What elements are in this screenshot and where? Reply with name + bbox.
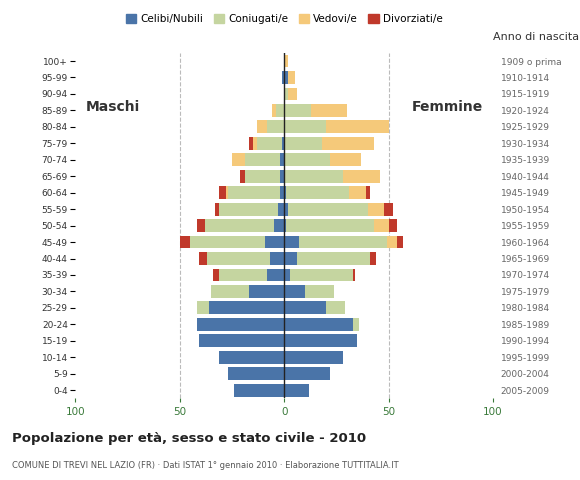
Bar (228, 367, 284, 380)
Bar (274, 219, 284, 232)
Bar (280, 153, 284, 166)
Bar (276, 104, 284, 117)
Bar (284, 104, 311, 117)
Bar (284, 137, 322, 150)
Bar (232, 153, 245, 166)
Bar (267, 120, 284, 133)
Bar (343, 170, 380, 183)
Bar (288, 87, 297, 100)
Bar (284, 219, 287, 232)
Bar (245, 170, 280, 183)
Bar (249, 137, 253, 150)
Bar (219, 203, 278, 216)
Bar (209, 301, 284, 314)
Bar (245, 153, 280, 166)
Bar (284, 335, 357, 347)
Bar (234, 384, 284, 396)
Bar (198, 335, 284, 347)
Bar (207, 252, 270, 265)
Bar (271, 104, 276, 117)
Bar (287, 219, 374, 232)
Bar (385, 203, 393, 216)
Bar (291, 268, 353, 281)
Bar (284, 285, 305, 298)
Bar (226, 186, 228, 199)
Bar (370, 252, 376, 265)
Bar (219, 186, 226, 199)
Bar (326, 301, 345, 314)
Bar (197, 301, 209, 314)
Bar (368, 203, 385, 216)
Bar (386, 236, 397, 249)
Bar (190, 236, 266, 249)
Bar (287, 186, 349, 199)
Text: Maschi: Maschi (86, 100, 140, 114)
Bar (253, 137, 257, 150)
Bar (374, 219, 389, 232)
Bar (284, 87, 288, 100)
Bar (284, 351, 343, 364)
Bar (219, 351, 284, 364)
Bar (240, 170, 245, 183)
Bar (311, 104, 347, 117)
Bar (284, 252, 297, 265)
Bar (270, 252, 284, 265)
Bar (267, 268, 284, 281)
Bar (228, 186, 280, 199)
Legend: Celibi/Nubili, Coniugati/e, Vedovi/e, Divorziati/e: Celibi/Nubili, Coniugati/e, Vedovi/e, Di… (122, 10, 447, 28)
Bar (326, 120, 389, 133)
Bar (284, 236, 299, 249)
Bar (280, 186, 284, 199)
Bar (284, 186, 287, 199)
Text: Popolazione per età, sesso e stato civile - 2010: Popolazione per età, sesso e stato civil… (12, 432, 366, 445)
Bar (213, 268, 219, 281)
Bar (322, 137, 374, 150)
Bar (180, 236, 190, 249)
Text: COMUNE DI TREVI NEL LAZIO (FR) · Dati ISTAT 1° gennaio 2010 · Elaborazione TUTTI: COMUNE DI TREVI NEL LAZIO (FR) · Dati IS… (12, 461, 398, 470)
Bar (288, 203, 368, 216)
Bar (284, 203, 288, 216)
Bar (197, 318, 284, 331)
Bar (389, 219, 397, 232)
Bar (349, 186, 365, 199)
Bar (198, 252, 207, 265)
Bar (284, 384, 309, 396)
Bar (257, 137, 282, 150)
Bar (266, 236, 284, 249)
Bar (365, 186, 370, 199)
Bar (397, 236, 403, 249)
Bar (284, 55, 288, 68)
Bar (280, 170, 284, 183)
Bar (278, 203, 284, 216)
Text: Femmine: Femmine (411, 100, 483, 114)
Bar (284, 268, 291, 281)
Bar (330, 153, 361, 166)
Bar (282, 71, 284, 84)
Bar (353, 268, 355, 281)
Bar (297, 252, 370, 265)
Bar (215, 203, 219, 216)
Bar (211, 285, 249, 298)
Bar (219, 268, 267, 281)
Bar (284, 153, 330, 166)
Bar (249, 285, 284, 298)
Bar (284, 120, 326, 133)
Bar (288, 71, 295, 84)
Text: Anno di nascita: Anno di nascita (493, 33, 579, 42)
Bar (282, 137, 284, 150)
Bar (197, 219, 205, 232)
Bar (205, 219, 274, 232)
Bar (284, 367, 330, 380)
Bar (284, 170, 343, 183)
Bar (305, 285, 334, 298)
Bar (284, 71, 288, 84)
Bar (284, 318, 353, 331)
Bar (284, 301, 326, 314)
Bar (353, 318, 360, 331)
Bar (257, 120, 267, 133)
Bar (299, 236, 386, 249)
